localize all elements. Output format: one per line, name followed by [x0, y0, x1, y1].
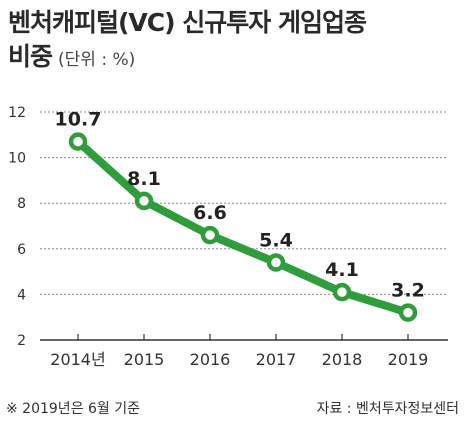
data-label-0: 10.7 — [55, 109, 102, 131]
chart-title-line2: 비중 — [8, 42, 53, 71]
data-point-1 — [134, 191, 154, 211]
chart-title-line1: 벤처캐피털(VC) 신규투자 게임업종 — [8, 8, 367, 37]
y-tick-label-10: 10 — [8, 151, 26, 167]
chart-title-block: 벤처캐피털(VC) 신규투자 게임업종 비중 (단위 : %) — [8, 6, 460, 77]
data-label-5: 3.2 — [391, 280, 425, 302]
x-tick-label-1: 2015 — [124, 350, 165, 369]
x-tick-label-5: 2019 — [388, 350, 429, 369]
y-tick-label-12: 12 — [8, 105, 26, 121]
y-tick-label-2: 2 — [17, 333, 26, 349]
x-tick-label-4: 2018 — [322, 350, 363, 369]
data-point-2 — [200, 225, 220, 245]
y-tick-label-8: 8 — [17, 196, 26, 212]
data-label-1: 8.1 — [127, 168, 161, 190]
data-label-2: 6.6 — [193, 202, 227, 224]
x-tick-label-3: 2017 — [256, 350, 297, 369]
footnote: ※ 2019년은 6월 기준 — [6, 401, 141, 417]
y-tick-label-6: 6 — [17, 242, 26, 258]
chart-title-second-line: 비중 (단위 : %) — [8, 40, 460, 77]
series-line-0 — [74, 137, 412, 317]
data-point-0 — [68, 132, 88, 151]
data-point-3 — [266, 253, 286, 272]
data-point-4 — [332, 282, 352, 302]
chart-title: 벤처캐피털(VC) 신규투자 게임업종 — [8, 6, 460, 40]
x-tick-label-0: 2014년 — [50, 350, 105, 369]
y-tick-label-4: 4 — [17, 287, 26, 303]
source-note: 자료 : 벤처투자정보센터 — [316, 401, 459, 417]
unit-label: (단위 : %) — [58, 50, 136, 70]
data-point-5 — [398, 303, 418, 322]
data-label-4: 4.1 — [325, 259, 359, 281]
x-tick-label-2: 2016 — [190, 350, 231, 369]
data-label-3: 5.4 — [259, 229, 293, 251]
